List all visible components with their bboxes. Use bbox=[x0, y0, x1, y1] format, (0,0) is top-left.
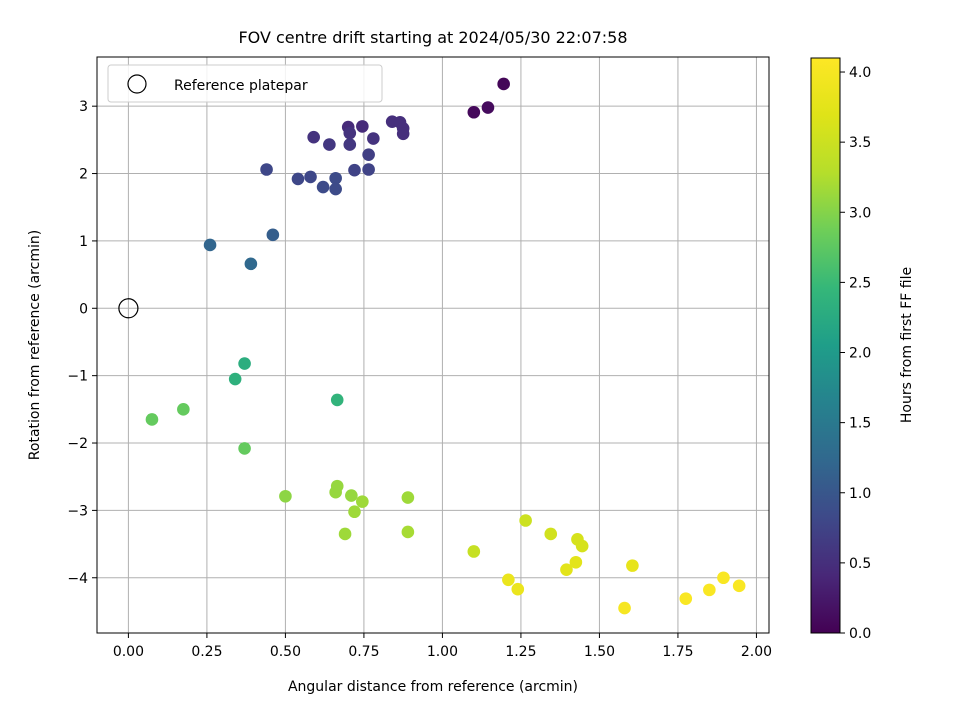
colorbar-tick-label: 2.5 bbox=[849, 275, 871, 291]
colorbar-tick-label: 3.5 bbox=[849, 135, 871, 151]
x-tick-label: 0.75 bbox=[348, 644, 379, 660]
x-tick-label: 0.50 bbox=[270, 644, 301, 660]
colorbar-tick-label: 2.0 bbox=[849, 346, 871, 362]
y-axis-label: Rotation from reference (arcmin) bbox=[27, 230, 43, 460]
data-point bbox=[238, 357, 251, 370]
data-point bbox=[362, 163, 375, 176]
x-tick-label: 0.25 bbox=[191, 644, 222, 660]
data-point bbox=[467, 545, 481, 558]
data-point bbox=[732, 579, 746, 593]
colorbar-tick-label: 0.5 bbox=[849, 556, 871, 572]
data-point bbox=[544, 527, 558, 541]
x-tick-label: 0.00 bbox=[113, 644, 144, 660]
colorbar-ticks: 0.0 0.5 1.0 1.5 2.0 2.5 3.0 3.5 4.0 bbox=[840, 65, 871, 642]
data-point bbox=[396, 127, 410, 141]
colorbar-tick-label: 3.0 bbox=[849, 205, 871, 221]
data-point bbox=[362, 148, 375, 161]
data-point bbox=[626, 559, 639, 572]
data-point bbox=[467, 105, 481, 119]
data-point bbox=[330, 393, 344, 407]
colorbar-gradient bbox=[810, 57, 841, 634]
reference-marker-layer bbox=[118, 298, 139, 319]
data-point bbox=[291, 172, 305, 186]
data-point bbox=[343, 138, 357, 151]
data-point bbox=[307, 130, 320, 144]
y-tick-label: −3 bbox=[67, 503, 88, 519]
grid-lines bbox=[97, 57, 769, 633]
data-point bbox=[323, 138, 336, 151]
data-point bbox=[316, 180, 330, 194]
data-point bbox=[618, 601, 631, 615]
data-point bbox=[244, 257, 258, 271]
data-point bbox=[330, 479, 344, 493]
colorbar-label: Hours from first FF file bbox=[899, 267, 915, 423]
x-tick-label: 1.00 bbox=[427, 644, 458, 660]
data-point bbox=[356, 120, 369, 133]
chart-title: FOV centre drift starting at 2024/05/30 … bbox=[238, 28, 627, 47]
data-point bbox=[502, 573, 515, 587]
x-axis-ticks: 0.00 0.25 0.50 0.75 1.00 1.25 1.50 1.75 2.00 bbox=[113, 633, 772, 660]
data-point bbox=[343, 126, 357, 140]
data-point bbox=[356, 495, 369, 508]
legend-marker-reference bbox=[127, 74, 147, 94]
reference-platepar-marker bbox=[118, 298, 139, 319]
y-tick-label: 0 bbox=[79, 301, 88, 317]
data-point bbox=[345, 489, 358, 502]
data-point bbox=[569, 555, 583, 569]
colorbar-tick-label: 4.0 bbox=[849, 65, 871, 81]
y-tick-label: 1 bbox=[79, 234, 88, 250]
x-tick-label: 1.75 bbox=[662, 644, 693, 660]
data-point bbox=[228, 372, 242, 386]
y-tick-label: −1 bbox=[67, 369, 88, 385]
data-point bbox=[511, 582, 525, 596]
data-point bbox=[329, 182, 342, 196]
data-point bbox=[238, 442, 251, 455]
data-point bbox=[367, 132, 380, 145]
data-point bbox=[519, 514, 532, 527]
y-tick-label: 3 bbox=[79, 99, 88, 115]
data-point bbox=[266, 228, 280, 242]
plot-area bbox=[96, 56, 770, 634]
x-axis-label: Angular distance from reference (arcmin) bbox=[288, 679, 578, 695]
data-point bbox=[304, 170, 317, 184]
colorbar-tick-label: 1.5 bbox=[849, 416, 871, 432]
data-point bbox=[338, 527, 352, 541]
data-point bbox=[575, 539, 589, 553]
data-point bbox=[348, 505, 361, 519]
data-point bbox=[401, 525, 415, 539]
data-point bbox=[717, 571, 730, 585]
x-tick-label: 2.00 bbox=[741, 644, 772, 660]
y-axis-ticks: −4 −3 −2 −1 0 1 2 3 bbox=[67, 99, 97, 587]
data-point bbox=[401, 491, 415, 504]
legend-box bbox=[107, 64, 383, 103]
colorbar: 0.0 0.5 1.0 1.5 2.0 2.5 3.0 3.5 4.0 Hours from f… bbox=[810, 57, 915, 642]
colorbar-tick-label: 0.0 bbox=[849, 626, 871, 642]
x-tick-label: 1.25 bbox=[505, 644, 536, 660]
data-point bbox=[177, 403, 190, 416]
y-tick-label: 2 bbox=[79, 167, 88, 183]
y-tick-label: −2 bbox=[67, 436, 88, 452]
data-point bbox=[279, 489, 292, 503]
legend-label-reference: Reference platepar bbox=[174, 78, 308, 94]
data-point bbox=[703, 583, 716, 597]
data-point bbox=[348, 163, 361, 177]
data-point bbox=[329, 171, 342, 185]
colorbar-tick-label: 1.0 bbox=[849, 486, 871, 502]
data-point bbox=[560, 563, 573, 576]
data-point bbox=[260, 163, 273, 176]
legend: Reference platepar bbox=[107, 64, 383, 103]
data-point bbox=[203, 238, 217, 252]
x-tick-label: 1.50 bbox=[584, 644, 615, 660]
data-point bbox=[145, 413, 159, 426]
data-point bbox=[481, 101, 495, 114]
y-tick-label: −4 bbox=[67, 571, 88, 587]
plot-frame bbox=[96, 56, 770, 634]
data-point bbox=[679, 592, 693, 605]
data-point bbox=[497, 77, 510, 91]
data-points bbox=[145, 77, 746, 615]
